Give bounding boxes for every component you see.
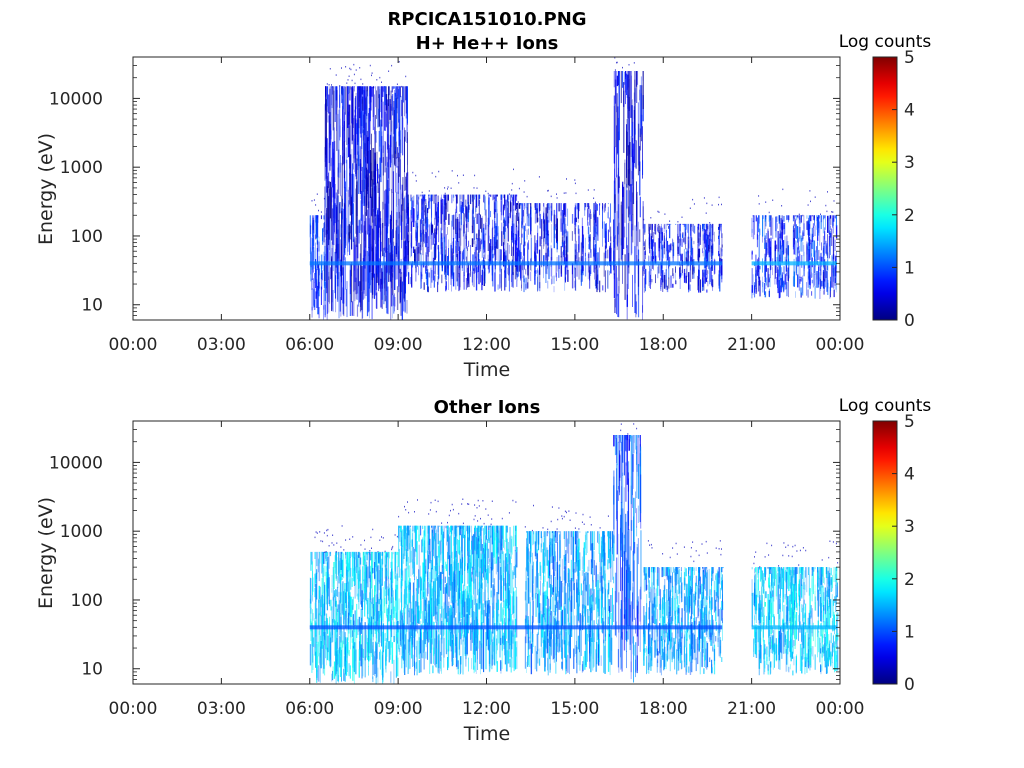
colorbar-tick-label: 2 [904, 570, 915, 590]
colorbar-tick-label: 3 [904, 153, 915, 173]
plot-frame [132, 56, 841, 321]
energy-band-1 [751, 625, 838, 630]
y-tick-label: 10000 [49, 453, 103, 473]
panel-1-colorbar-label: Log counts [839, 32, 932, 52]
colorbar-tick-label: 2 [904, 206, 915, 226]
colorbar-tick-label: 3 [904, 517, 915, 537]
y-tick-label: 10 [81, 660, 103, 680]
colorbar-scale [872, 56, 898, 321]
energy-band-1 [751, 261, 838, 266]
panel-2-colorbar: 0 1 2 3 4 5 [872, 412, 915, 695]
x-tick-label: 00:00 [816, 699, 865, 719]
figure-title: RPCICA151010.PNG [387, 9, 586, 30]
x-tick-label: 06:00 [285, 699, 334, 719]
colorbar-scale [872, 420, 898, 685]
spectrogram-region-2 [524, 504, 615, 676]
x-tick-label: 00:00 [109, 699, 158, 719]
colorbar-tick-label: 1 [904, 622, 915, 642]
panel-2-title: Other Ions [434, 397, 541, 418]
y-tick-label: 100 [71, 591, 103, 611]
x-tick-label: 12:00 [462, 699, 511, 719]
panel-1-axes: 00:00 03:00 06:00 09:00 12:00 15:00 18:00 21:00… [49, 56, 865, 355]
panel-1-ylabel: Energy (eV) [35, 133, 57, 245]
energy-band-0 [309, 625, 723, 630]
spectrogram-region-3 [613, 421, 642, 683]
x-tick-label: 21:00 [727, 699, 776, 719]
panel-2-ylabel: Energy (eV) [35, 497, 57, 609]
spectrogram-region-6 [751, 188, 838, 299]
x-tick-label: 15:00 [550, 335, 599, 355]
y-tick-label: 10000 [49, 89, 103, 109]
panel-2-colorbar-label: Log counts [839, 396, 932, 416]
colorbar-tick-label: 4 [904, 101, 915, 121]
x-tick-label: 00:00 [109, 335, 158, 355]
x-tick-label: 06:00 [285, 335, 334, 355]
panel-1-spectrogram [309, 57, 838, 320]
spectrogram-region-2 [407, 168, 518, 293]
spectrogram-region-5 [751, 540, 839, 676]
spectrogram-region-1 [324, 61, 409, 320]
x-tick-label: 09:00 [374, 335, 423, 355]
colorbar-tick-label: 0 [904, 311, 915, 331]
panel-1-title: H+ He++ Ions [416, 33, 559, 54]
x-tick-label: 09:00 [374, 699, 423, 719]
panel-2-spectrogram [309, 421, 839, 684]
y-tick-label: 1000 [60, 158, 103, 178]
spectrogram-region-5 [643, 196, 723, 293]
spectrogram-pixels [309, 421, 839, 684]
colorbar-tick-label: 5 [904, 48, 915, 68]
colorbar-tick-label: 1 [904, 258, 915, 278]
colorbar-tick-label: 5 [904, 412, 915, 432]
x-tick-label: 18:00 [639, 335, 688, 355]
x-tick-label: 00:00 [816, 335, 865, 355]
spectrogram-region-4 [613, 57, 644, 320]
colorbar-tick-label: 0 [904, 675, 915, 695]
y-tick-label: 100 [71, 227, 103, 247]
spectrogram-pixels [309, 57, 838, 320]
panel-1-xlabel: Time [463, 359, 511, 381]
x-tick-label: 18:00 [639, 699, 688, 719]
colorbar-tick-label: 4 [904, 465, 915, 485]
panel-2-axes: 00:00 03:00 06:00 09:00 12:00 15:00 18:00 21:00… [49, 420, 865, 719]
x-tick-label: 15:00 [550, 699, 599, 719]
spectrogram-region-3 [516, 176, 615, 293]
y-tick-label: 1000 [60, 522, 103, 542]
spectrogram-region-1 [398, 498, 518, 676]
x-tick-label: 21:00 [727, 335, 776, 355]
spectrogram-region-4 [643, 540, 724, 676]
x-tick-label: 03:00 [197, 335, 246, 355]
panel-h-he-ions: H+ He++ Ions 00:00 03:00 06:00 09:00 12:00 15… [35, 32, 931, 381]
y-tick-label: 10 [81, 296, 103, 316]
panel-1-colorbar: 0 1 2 3 4 5 [872, 48, 915, 331]
x-tick-label: 03:00 [197, 699, 246, 719]
spectrogram-region-0 [309, 193, 326, 320]
energy-band-0 [309, 261, 723, 266]
x-tick-label: 12:00 [462, 335, 511, 355]
panel-other-ions: Other Ions 00:00 03:00 06:00 09:00 12:00 15:0… [35, 396, 931, 745]
spectrogram-region-0 [309, 525, 399, 684]
panel-2-xlabel: Time [463, 723, 511, 745]
